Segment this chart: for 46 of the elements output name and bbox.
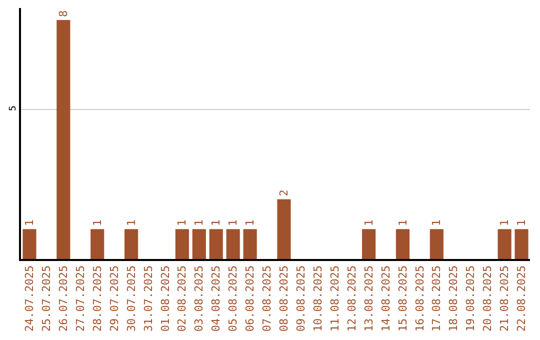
data-label: 1 <box>22 219 36 226</box>
y-tick-label: 5 <box>8 106 18 111</box>
x-tick-label: 24.07.2025 <box>23 265 36 332</box>
data-label: 1 <box>498 219 512 226</box>
data-label: 1 <box>176 219 189 226</box>
x-tick-label: 10.08.2025 <box>311 265 324 332</box>
x-tick-label: 22.08.2025 <box>515 265 528 332</box>
data-label: 1 <box>124 219 138 226</box>
x-tick-label: 07.08.2025 <box>260 265 274 332</box>
x-tick-label: 09.08.2025 <box>294 265 308 332</box>
x-tick-label: 15.08.2025 <box>396 265 410 332</box>
x-tick-label: 16.08.2025 <box>413 265 426 332</box>
x-tick-label: 31.07.2025 <box>142 265 155 332</box>
x-tick-label: 13.08.2025 <box>362 265 376 332</box>
x-tick-label: 03.08.2025 <box>192 265 206 332</box>
data-label: 1 <box>362 219 376 226</box>
x-tick-label: 12.08.2025 <box>345 265 358 332</box>
x-tick-label: 06.08.2025 <box>244 265 257 332</box>
data-label: 1 <box>210 219 223 226</box>
x-tick-label: 25.07.2025 <box>40 265 54 332</box>
data-label: 8 <box>56 10 70 17</box>
x-tick-label: 19.08.2025 <box>464 265 478 332</box>
x-tick-label: 29.07.2025 <box>108 265 121 332</box>
data-label: 1 <box>515 219 528 226</box>
x-tick-label: 21.08.2025 <box>498 265 512 332</box>
data-label: 1 <box>244 219 257 226</box>
x-tick-label: 14.08.2025 <box>379 265 392 332</box>
data-label: 1 <box>396 219 410 226</box>
x-tick-label: 04.08.2025 <box>210 265 223 332</box>
x-tick-label: 20.08.2025 <box>481 265 494 332</box>
x-tick-label: 05.08.2025 <box>226 265 240 332</box>
data-label: 1 <box>90 219 104 226</box>
x-tick-label: 02.08.2025 <box>176 265 189 332</box>
x-tick-label: 28.07.2025 <box>90 265 104 332</box>
x-tick-label: 01.08.2025 <box>158 265 172 332</box>
data-label: 1 <box>226 219 240 226</box>
x-tick-label: 17.08.2025 <box>430 265 444 332</box>
x-tick-label: 30.07.2025 <box>124 265 138 332</box>
data-label: 1 <box>192 219 206 226</box>
x-tick-label: 26.07.2025 <box>56 265 70 332</box>
x-tick-label: 08.08.2025 <box>278 265 291 332</box>
x-tick-label: 11.08.2025 <box>328 265 342 332</box>
data-label: 1 <box>430 219 444 226</box>
x-tick-label: 27.07.2025 <box>74 265 87 332</box>
x-tick-label: 18.08.2025 <box>447 265 460 332</box>
data-label: 2 <box>277 190 290 196</box>
